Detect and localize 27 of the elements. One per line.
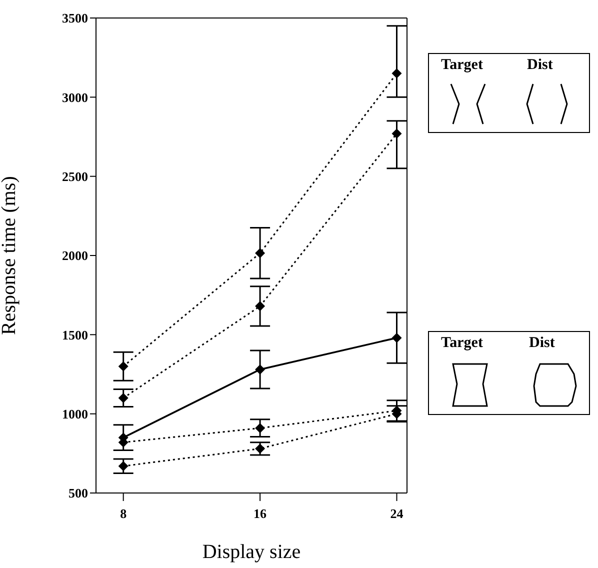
- x-tick-label: 8: [120, 506, 128, 522]
- y-tick-label: 1500: [62, 327, 88, 342]
- point: [255, 444, 266, 454]
- point: [118, 361, 128, 372]
- point: [255, 364, 266, 374]
- y-axis-title: Response time (ms): [0, 176, 20, 335]
- text: Target: [441, 57, 483, 74]
- point: [118, 393, 128, 403]
- point: [392, 332, 402, 343]
- point: [255, 423, 266, 434]
- point: [118, 461, 128, 472]
- y-tick-label: 3500: [62, 10, 88, 26]
- point: [392, 128, 402, 139]
- x-axis-title: Display size: [202, 541, 301, 563]
- y-tick-label: 2500: [62, 168, 88, 184]
- point: [255, 248, 266, 258]
- y-tick-label: 2000: [62, 248, 88, 264]
- text: Target: [441, 335, 483, 352]
- y-tick-label: 3000: [62, 90, 88, 105]
- point: [392, 68, 402, 78]
- x-tick-label: 16: [254, 506, 268, 522]
- y-tick-label: 1000: [62, 406, 88, 422]
- y-tick-label: 500: [68, 486, 88, 501]
- text: Dist: [529, 335, 555, 352]
- point: [255, 301, 266, 312]
- text: Dist: [527, 57, 553, 74]
- x-tick-label: 24: [390, 506, 404, 522]
